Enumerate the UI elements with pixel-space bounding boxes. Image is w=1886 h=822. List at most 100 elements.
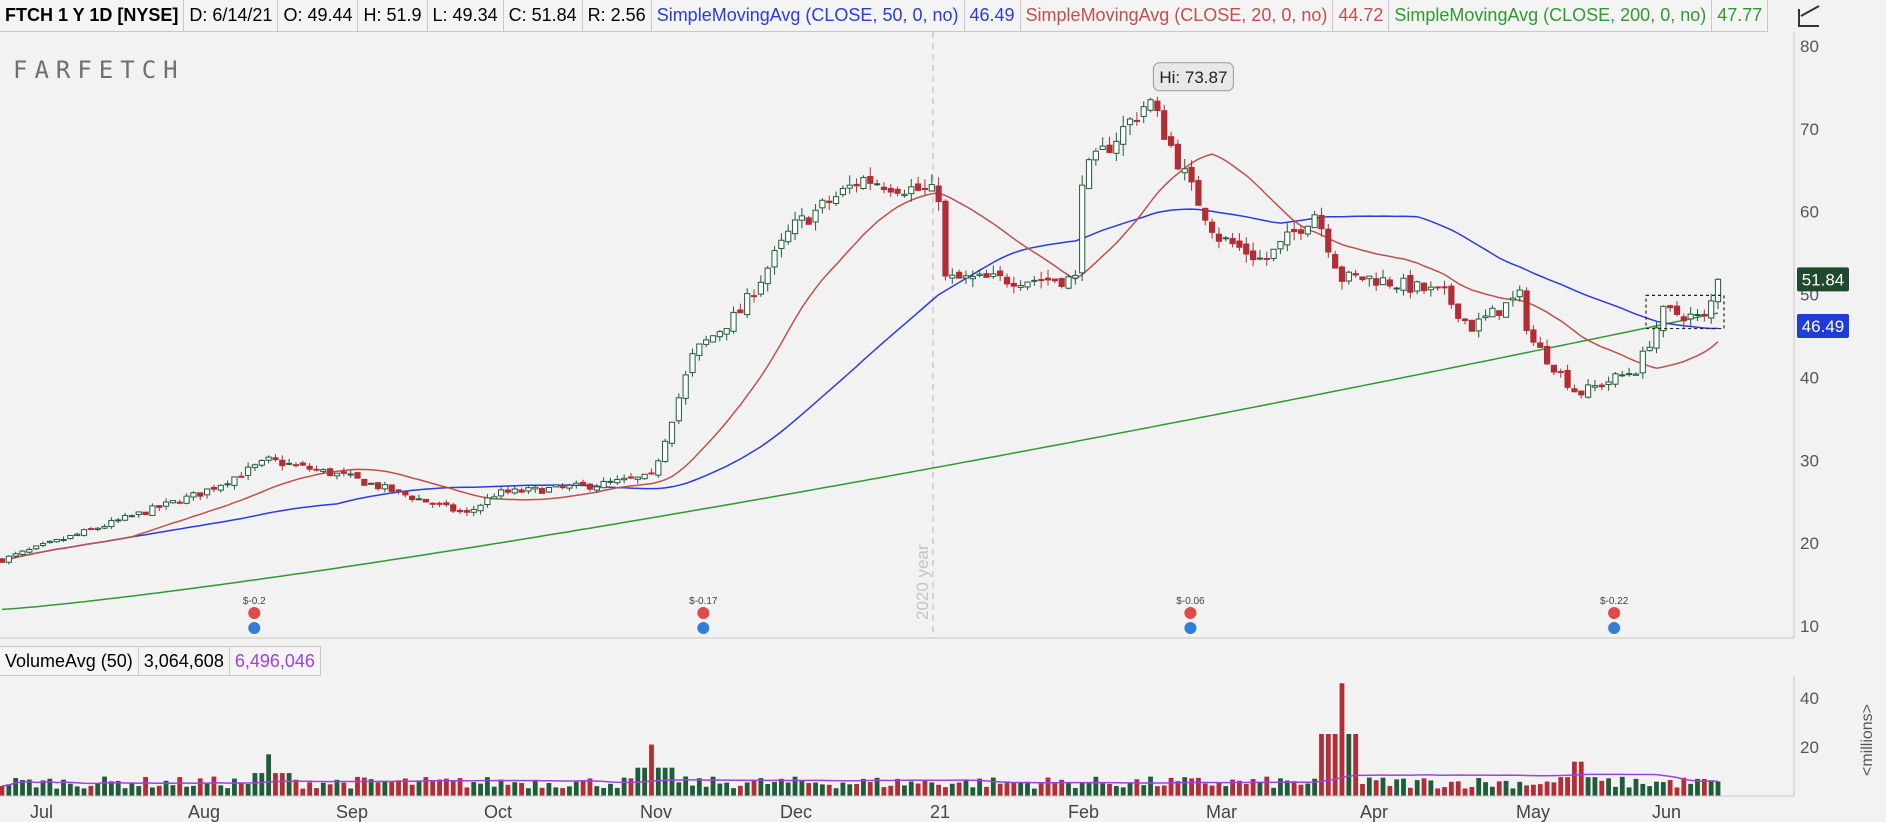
candle (1434, 286, 1441, 291)
candle (265, 455, 272, 464)
candle-body (368, 482, 375, 485)
candle-body (450, 504, 457, 512)
candle-body (525, 487, 532, 492)
candle (1523, 287, 1530, 335)
chart-settings-icon[interactable] (1796, 3, 1822, 29)
volume-bar (532, 780, 538, 796)
candle (1598, 382, 1605, 391)
candle (1126, 117, 1134, 136)
volume-bar (819, 784, 825, 796)
volume-bar (608, 783, 613, 796)
volume-bar (1018, 782, 1024, 796)
candle-body (497, 489, 505, 497)
candle (169, 500, 177, 504)
candle-body (1181, 168, 1188, 174)
volume-avg-label[interactable]: VolumeAvg (50) (0, 646, 139, 676)
volume-bar (437, 779, 442, 796)
earnings-alarm-icon[interactable] (1608, 607, 1621, 619)
earnings-alarm-icon[interactable] (1184, 607, 1197, 619)
candle (26, 547, 33, 554)
candle-body (1332, 254, 1339, 269)
volume-bar (1134, 779, 1140, 796)
volume-bar (108, 781, 114, 796)
volume-bar (1667, 780, 1673, 796)
candle (1386, 276, 1393, 289)
candle-body (1161, 110, 1168, 140)
volume-bar (1004, 781, 1010, 796)
candle (245, 462, 252, 480)
price-tick-label: 70 (1800, 120, 1819, 139)
candle-body (908, 186, 915, 195)
earnings-alarm-icon[interactable] (248, 607, 261, 619)
candle (333, 472, 341, 480)
info-pin-icon[interactable] (1184, 622, 1197, 634)
volume-bar (1510, 788, 1516, 796)
earnings-marker[interactable]: $-0.22 (1600, 596, 1629, 634)
volume-bar (1298, 784, 1304, 796)
candle-body (1126, 118, 1134, 126)
candle-body (272, 457, 279, 461)
candle (1632, 372, 1640, 376)
candle-body (545, 487, 553, 493)
candle-body (1455, 303, 1462, 319)
candle-body (135, 511, 142, 516)
candle (703, 335, 710, 348)
sma20-label[interactable]: SimpleMovingAvg (CLOSE, 20, 0, no) (1020, 0, 1334, 32)
earnings-alarm-icon[interactable] (697, 607, 710, 619)
candle (853, 178, 860, 193)
candle (429, 502, 436, 508)
volume-bar (184, 786, 189, 796)
candle (484, 493, 491, 508)
candle-body (1092, 150, 1099, 161)
volume-bar (1531, 784, 1536, 796)
volume-bar (737, 785, 743, 796)
candle-body (251, 464, 259, 468)
candle (142, 511, 149, 516)
candle (53, 538, 60, 543)
candle-body (675, 397, 682, 422)
sma50-label[interactable]: SimpleMovingAvg (CLOSE, 50, 0, no) (651, 0, 965, 32)
candle (880, 182, 888, 194)
candle-body (1304, 225, 1311, 235)
last-close-badge-bg (1797, 267, 1849, 292)
price-tick-label: 40 (1800, 368, 1819, 387)
sma200-label[interactable]: SimpleMovingAvg (CLOSE, 200, 0, no) (1389, 0, 1713, 32)
candle (1113, 132, 1120, 162)
candle (655, 458, 662, 478)
info-pin-icon[interactable] (697, 622, 710, 634)
candle-body (949, 274, 956, 279)
candle (805, 215, 812, 225)
candle (764, 265, 771, 292)
volume-bar (621, 777, 627, 796)
candle-body (839, 187, 847, 196)
info-pin-icon[interactable] (248, 622, 261, 634)
candle (1455, 303, 1462, 323)
volume-bar (799, 780, 805, 796)
candle-body (1632, 373, 1640, 376)
volume-bar (601, 787, 607, 796)
candle-body (12, 553, 19, 557)
candle-body (832, 196, 840, 204)
candle-body (600, 480, 607, 489)
candle-body (1085, 159, 1093, 190)
candle-body (388, 484, 395, 492)
candle-body (819, 199, 826, 209)
candle (586, 483, 594, 492)
candle (368, 482, 375, 485)
earnings-marker[interactable]: $-0.2 (243, 596, 266, 634)
earnings-marker[interactable]: $-0.17 (689, 596, 718, 634)
candle (839, 185, 847, 198)
candle-body (887, 187, 894, 193)
candle (1215, 227, 1223, 249)
candle (1578, 390, 1585, 399)
high-label: H: 51.9 (358, 0, 428, 32)
info-pin-icon[interactable] (1608, 622, 1621, 634)
candle-body (292, 464, 300, 467)
volume-bar (813, 782, 818, 796)
candle-body (415, 498, 423, 501)
high-callout-label: Hi: 73.87 (1159, 68, 1227, 87)
earnings-marker[interactable]: $-0.06 (1176, 596, 1205, 634)
candle-body (1277, 240, 1284, 250)
volume-bar (915, 783, 921, 796)
